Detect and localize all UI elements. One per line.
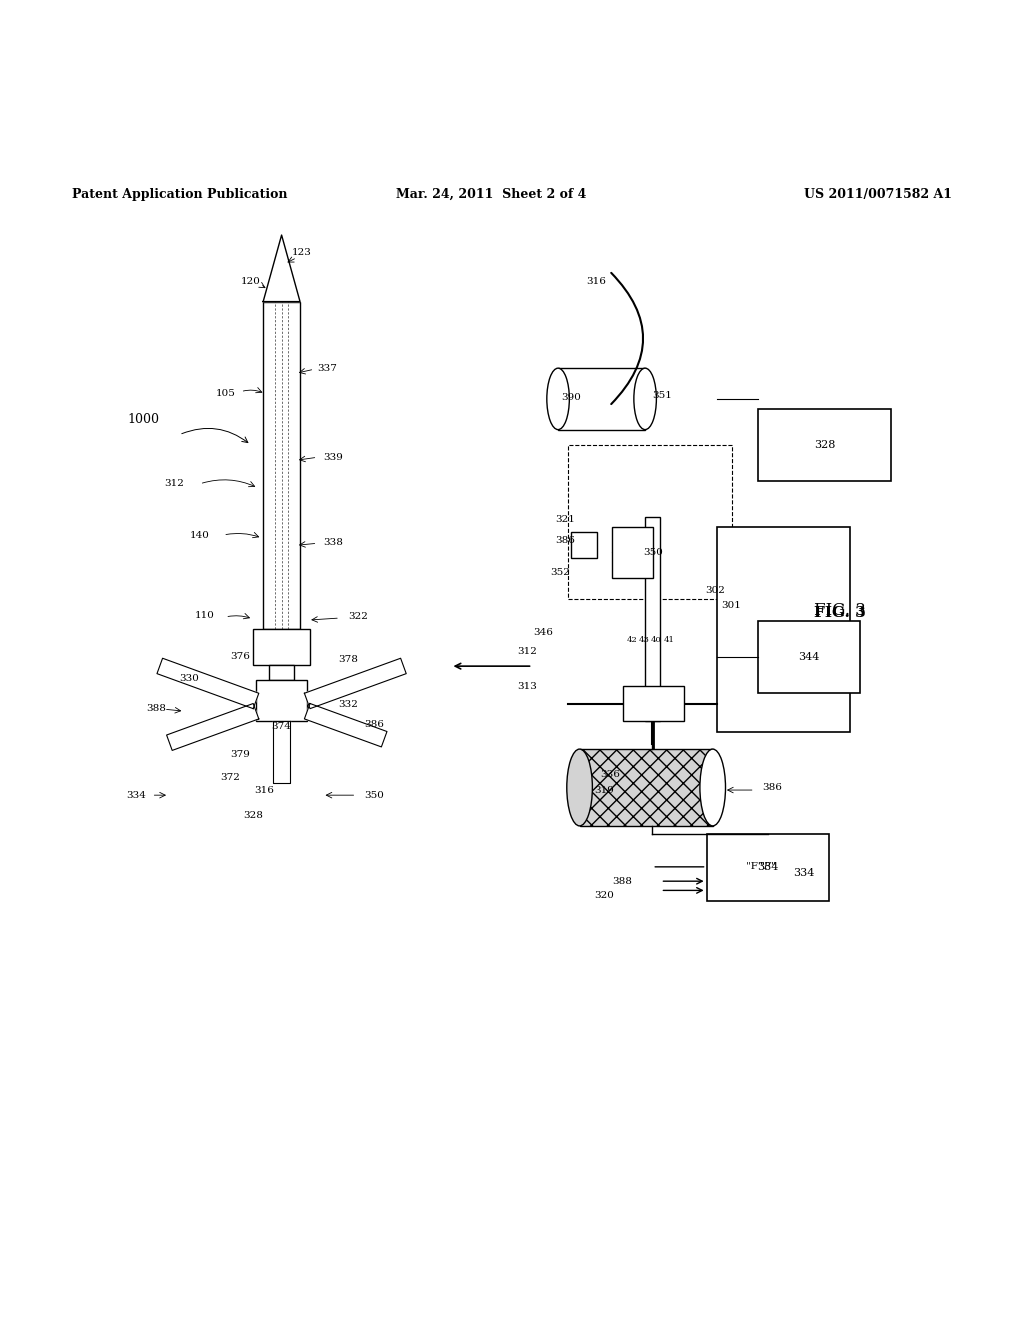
Text: 322: 322 <box>348 612 369 622</box>
Text: 350: 350 <box>364 791 384 800</box>
Text: "F": "F" <box>746 862 763 871</box>
Text: 386: 386 <box>364 719 384 729</box>
Ellipse shape <box>700 748 725 826</box>
Text: 334: 334 <box>126 791 146 800</box>
Polygon shape <box>263 235 300 301</box>
Polygon shape <box>167 704 259 750</box>
Text: 123: 123 <box>292 248 312 257</box>
Polygon shape <box>157 659 259 709</box>
Ellipse shape <box>567 748 592 826</box>
Text: 352: 352 <box>550 569 570 577</box>
Ellipse shape <box>547 368 569 429</box>
Text: 374: 374 <box>271 722 292 731</box>
Polygon shape <box>304 659 407 709</box>
FancyBboxPatch shape <box>717 527 850 731</box>
FancyBboxPatch shape <box>268 665 295 681</box>
Polygon shape <box>273 722 290 783</box>
Text: Patent Application Publication: Patent Application Publication <box>72 187 287 201</box>
FancyBboxPatch shape <box>623 685 684 722</box>
Text: 140: 140 <box>189 531 210 540</box>
Text: 110: 110 <box>195 611 215 620</box>
Text: 386: 386 <box>762 784 782 792</box>
Text: 42: 42 <box>627 635 637 644</box>
Text: 351: 351 <box>652 391 673 400</box>
Text: 316: 316 <box>586 277 606 285</box>
Text: 332: 332 <box>338 700 358 709</box>
FancyBboxPatch shape <box>558 368 645 429</box>
Text: US 2011/0071582 A1: US 2011/0071582 A1 <box>804 187 952 201</box>
Text: 378: 378 <box>338 656 358 664</box>
Text: 43: 43 <box>639 635 649 644</box>
Text: FIG. 3: FIG. 3 <box>814 606 865 620</box>
Text: 330: 330 <box>179 675 200 682</box>
Text: 312: 312 <box>164 479 184 488</box>
Text: 41: 41 <box>664 635 674 644</box>
Text: 40: 40 <box>651 635 662 644</box>
Text: 328: 328 <box>814 440 835 450</box>
FancyBboxPatch shape <box>254 630 310 665</box>
Text: 337: 337 <box>317 363 338 372</box>
FancyBboxPatch shape <box>758 622 860 693</box>
Text: 312: 312 <box>517 647 538 656</box>
Text: 321: 321 <box>555 515 575 524</box>
Text: 350: 350 <box>643 548 664 557</box>
Text: 120: 120 <box>241 277 261 285</box>
FancyBboxPatch shape <box>612 527 653 578</box>
Text: 316: 316 <box>254 785 274 795</box>
Text: 336: 336 <box>600 770 621 779</box>
Text: 372: 372 <box>220 774 241 783</box>
Text: 339: 339 <box>323 453 343 462</box>
Text: Mar. 24, 2011  Sheet 2 of 4: Mar. 24, 2011 Sheet 2 of 4 <box>396 187 587 201</box>
Polygon shape <box>304 704 387 747</box>
FancyBboxPatch shape <box>758 409 891 480</box>
Text: 1000: 1000 <box>127 413 160 426</box>
Text: 301: 301 <box>721 601 741 610</box>
Text: 320: 320 <box>594 891 614 900</box>
Text: 105: 105 <box>215 389 236 399</box>
FancyBboxPatch shape <box>263 301 300 630</box>
Text: 319: 319 <box>594 785 614 795</box>
Ellipse shape <box>634 368 656 429</box>
Text: 334: 334 <box>794 869 814 878</box>
FancyBboxPatch shape <box>256 681 307 722</box>
Text: 344: 344 <box>799 652 819 661</box>
Text: "F": "F" <box>760 862 776 871</box>
Text: 386: 386 <box>555 536 575 545</box>
Text: 390: 390 <box>561 393 582 403</box>
FancyBboxPatch shape <box>645 516 660 722</box>
Text: 376: 376 <box>230 652 251 661</box>
FancyBboxPatch shape <box>571 532 597 557</box>
Text: 388: 388 <box>146 704 167 713</box>
FancyBboxPatch shape <box>707 834 829 900</box>
Text: 313: 313 <box>517 682 538 692</box>
Text: 302: 302 <box>705 586 725 595</box>
Text: FIG. 3: FIG. 3 <box>814 602 865 619</box>
Text: 334: 334 <box>758 862 778 871</box>
Text: 379: 379 <box>230 750 251 759</box>
Text: 338: 338 <box>323 537 343 546</box>
Text: 328: 328 <box>243 812 263 820</box>
FancyBboxPatch shape <box>580 748 713 826</box>
FancyBboxPatch shape <box>568 445 732 598</box>
Text: 388: 388 <box>612 876 633 886</box>
Text: 346: 346 <box>532 628 553 636</box>
